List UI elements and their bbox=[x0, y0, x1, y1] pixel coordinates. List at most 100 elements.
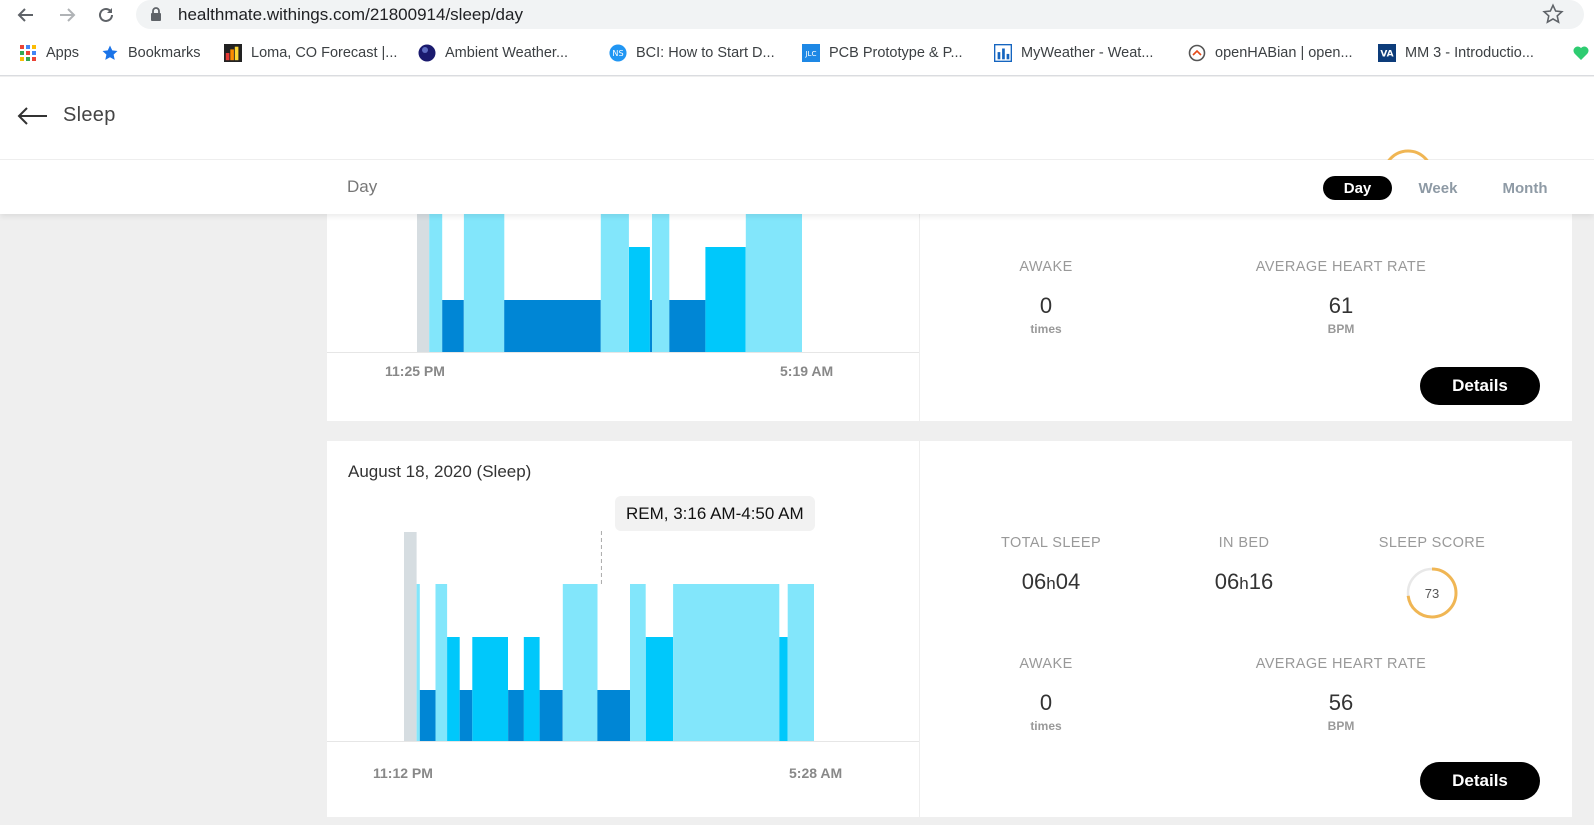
chart-start-time: 11:12 PM bbox=[373, 765, 433, 781]
stage-tooltip: REM, 3:16 AM-4:50 AM bbox=[615, 496, 815, 531]
lock-icon bbox=[150, 7, 162, 27]
sleep-stage-bar-rem[interactable] bbox=[630, 584, 646, 741]
sleep-stage-bar-light[interactable] bbox=[523, 637, 540, 741]
total-sleep-metric: TOTAL SLEEP 06h04 bbox=[941, 535, 1161, 595]
total-sleep-label: TOTAL SLEEP bbox=[1000, 535, 1102, 551]
sleep-stage-bar-light[interactable] bbox=[472, 637, 508, 741]
bookmark-label: Loma, CO Forecast |... bbox=[251, 45, 398, 61]
sleep-stage-chart[interactable] bbox=[327, 529, 919, 795]
bookmark-mm3[interactable]: VA MM 3 - Introductio... bbox=[1378, 43, 1534, 63]
bookmark-bci[interactable]: NS BCI: How to Start D... bbox=[609, 43, 775, 63]
chart-start-time: 11:25 PM bbox=[385, 363, 445, 379]
sleep-stage-bar-deep[interactable] bbox=[539, 690, 563, 741]
tab-day[interactable]: Day bbox=[1323, 176, 1392, 200]
tab-week[interactable]: Week bbox=[1418, 179, 1458, 197]
card-divider bbox=[919, 160, 920, 421]
sleep-stage-bar-awake[interactable] bbox=[404, 532, 417, 741]
awake-label: AWAKE bbox=[1019, 259, 1073, 275]
chart-end-time: 5:28 AM bbox=[789, 765, 843, 781]
card-date: August 18, 2020 (Sleep) bbox=[348, 462, 532, 481]
bookmark-openhabian[interactable]: openHABian | open... bbox=[1188, 43, 1353, 63]
sleep-stage-bar-rem[interactable] bbox=[562, 584, 598, 741]
app-header: Sleep bbox=[0, 77, 1594, 159]
sleep-stage-bar-light[interactable] bbox=[629, 247, 650, 352]
page-title: Sleep bbox=[63, 104, 116, 126]
tab-month[interactable]: Month bbox=[1502, 179, 1548, 197]
bookmark-pcb-prototype[interactable]: JLC PCB Prototype & P... bbox=[802, 43, 963, 63]
browser-toolbar: healthmate.withings.com/21800914/sleep/d… bbox=[0, 0, 1594, 30]
sleep-score-metric: SLEEP SCORE bbox=[1322, 535, 1542, 551]
in-bed-value: 06h16 bbox=[1214, 569, 1274, 594]
sleep-stage-bar-deep[interactable] bbox=[508, 690, 524, 741]
sleep-stage-bar-light[interactable] bbox=[447, 637, 460, 741]
awake-label: AWAKE bbox=[1019, 656, 1073, 672]
bookmark-ambient-weather[interactable]: Ambient Weather... bbox=[418, 43, 568, 63]
bookmark-label: MM 3 - Introductio... bbox=[1405, 45, 1534, 61]
reload-icon[interactable] bbox=[94, 3, 118, 27]
heart-icon bbox=[1572, 44, 1590, 62]
back-icon[interactable] bbox=[14, 3, 38, 27]
sleep-stage-bar-deep[interactable] bbox=[669, 300, 706, 352]
svg-text:NS: NS bbox=[612, 48, 623, 58]
sleep-stage-bar-rem[interactable] bbox=[435, 584, 448, 741]
bookmarks-bar: Apps Bookmarks Loma, CO Forecast |... Am… bbox=[0, 30, 1594, 76]
bookmark-star-icon[interactable] bbox=[1542, 3, 1564, 30]
apps-grid-icon bbox=[19, 44, 37, 62]
sleep-stage-bar-light[interactable] bbox=[705, 247, 746, 352]
sleep-stage-bar-deep[interactable] bbox=[419, 690, 436, 741]
address-bar[interactable]: healthmate.withings.com/21800914/sleep/d… bbox=[136, 0, 1584, 29]
heart-rate-value: 56 bbox=[1328, 690, 1354, 715]
bookmark-label: Bookmarks bbox=[128, 45, 201, 61]
ns-logo-icon: NS bbox=[609, 44, 627, 62]
bookmark-loma-forecast[interactable]: Loma, CO Forecast |... bbox=[224, 43, 397, 63]
bookmark-label: openHABian | open... bbox=[1215, 45, 1353, 61]
bookmark-myweather[interactable]: MyWeather - Weat... bbox=[994, 43, 1153, 63]
sleep-stage-bar-rem[interactable] bbox=[787, 584, 814, 741]
heart-rate-label: AVERAGE HEART RATE bbox=[1255, 656, 1427, 672]
period-selector-bar: Day Day Week Month bbox=[0, 160, 1594, 214]
heart-rate-metric: AVERAGE HEART RATE 61 BPM bbox=[1231, 259, 1451, 336]
sleep-stage-bar-deep[interactable] bbox=[459, 690, 473, 741]
heart-rate-unit: BPM bbox=[1327, 322, 1355, 336]
bookmark-apps[interactable]: Apps bbox=[19, 43, 79, 63]
sleep-stage-bar-rem[interactable] bbox=[673, 584, 780, 741]
openhab-icon bbox=[1188, 44, 1206, 62]
sleep-stage-bar-light[interactable] bbox=[779, 637, 788, 741]
in-bed-metric: IN BED 06h16 bbox=[1134, 535, 1354, 595]
bars-logo-icon bbox=[994, 44, 1012, 62]
heart-rate-value: 61 bbox=[1328, 293, 1354, 318]
bookmark-label: PCB Prototype & P... bbox=[829, 45, 963, 61]
sleep-stage-bar-deep[interactable] bbox=[649, 300, 653, 352]
card-divider bbox=[919, 441, 920, 817]
sleep-score-label: SLEEP SCORE bbox=[1378, 535, 1486, 551]
svg-text:JLC: JLC bbox=[804, 49, 816, 58]
url-text: healthmate.withings.com/21800914/sleep/d… bbox=[178, 5, 523, 24]
heart-rate-label: AVERAGE HEART RATE bbox=[1255, 259, 1427, 275]
details-button[interactable]: Details bbox=[1420, 367, 1540, 405]
sleep-stage-bar-deep[interactable] bbox=[504, 300, 601, 352]
sleep-score-value: 73 bbox=[1424, 585, 1440, 601]
score-ring-arc bbox=[1406, 567, 1458, 619]
sleep-stage-bar-deep[interactable] bbox=[597, 690, 630, 741]
forward-icon[interactable] bbox=[55, 3, 79, 27]
wu-logo-icon bbox=[224, 44, 242, 62]
awake-unit: times bbox=[1030, 719, 1062, 733]
back-arrow-icon[interactable] bbox=[16, 105, 48, 132]
sleep-stage-bar-light[interactable] bbox=[645, 637, 674, 741]
awake-metric: AWAKE 0 times bbox=[936, 259, 1156, 336]
bookmark-label: BCI: How to Start D... bbox=[636, 45, 775, 61]
globe-icon bbox=[418, 44, 436, 62]
star-icon bbox=[101, 44, 119, 62]
bookmark-overflow[interactable] bbox=[1572, 43, 1594, 63]
chart-end-time: 5:19 AM bbox=[780, 363, 834, 379]
sleep-stage-bar-rem[interactable] bbox=[416, 584, 420, 741]
sleep-stage-bar-deep[interactable] bbox=[442, 300, 464, 352]
sleep-card: August 18, 2020 (Sleep) REM, 3:16 AM-4:5… bbox=[327, 441, 1572, 817]
bookmark-label: Apps bbox=[46, 45, 80, 61]
details-button[interactable]: Details bbox=[1420, 762, 1540, 800]
bookmark-label: MyWeather - Weat... bbox=[1021, 45, 1154, 61]
sleep-score-ring[interactable]: 73 bbox=[1405, 566, 1459, 620]
total-sleep-value: 06h04 bbox=[1021, 569, 1081, 594]
jlc-logo-icon: JLC bbox=[802, 44, 820, 62]
bookmark-bookmarks[interactable]: Bookmarks bbox=[101, 43, 201, 63]
